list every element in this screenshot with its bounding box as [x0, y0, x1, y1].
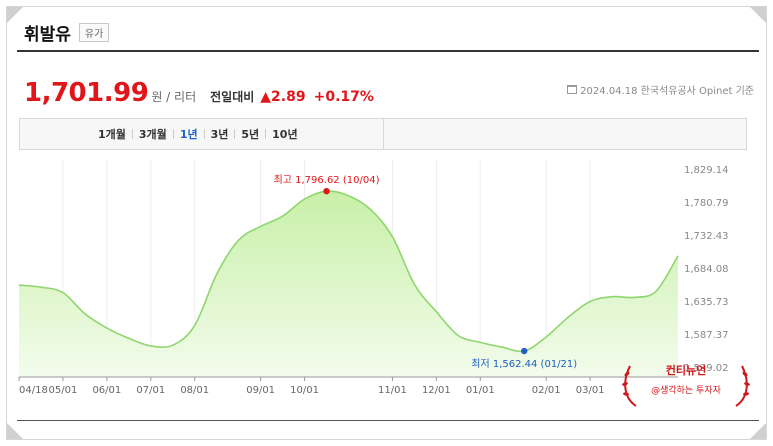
y-tick-label: 1,635.73	[684, 297, 729, 308]
x-axis-ticks: 04/18 05/01 06/01 07/01 08/01 09/01 10/01 11/01…	[18, 377, 605, 396]
x-tick-label: 12/01	[422, 385, 451, 396]
source-text: 2024.04.18 한국석유공사 Opinet 기준	[580, 86, 754, 97]
x-tick-label: 01/01	[466, 385, 495, 396]
data-source: 2024.04.18 한국석유공사 Opinet 기준	[567, 82, 754, 97]
tab-separator	[203, 129, 205, 139]
chart-annotations: 최고 1,796.62 (10/04) 최저 1,562.44 (01/21)	[274, 174, 578, 370]
y-tick-label: 1,539.02	[684, 363, 729, 374]
y-axis-ticks: 1,829.14 1,780.79 1,732.43 1,684.08 1,635.73…	[684, 165, 729, 374]
x-tick-label: 09/01	[246, 385, 275, 396]
tab-separator	[131, 129, 133, 139]
change-percent: +0.17%	[313, 89, 374, 105]
laurel-left-icon	[622, 365, 637, 407]
current-price: 1,701.99	[24, 78, 149, 108]
tab-separator	[172, 129, 174, 139]
tabbar-divider	[383, 119, 384, 149]
min-point	[521, 347, 528, 355]
price-unit: 원 / 리터	[151, 90, 197, 104]
tab-separator	[265, 129, 267, 139]
corner-decoration	[7, 7, 23, 23]
x-tick-label: 08/01	[180, 385, 209, 396]
y-tick-label: 1,684.08	[684, 264, 729, 275]
x-tick-label: 05/01	[49, 385, 78, 396]
bottom-divider	[17, 420, 759, 421]
page-title: 휘발유	[24, 25, 71, 45]
change-value: ▲2.89	[260, 89, 306, 105]
period-tab[interactable]: 1개월	[98, 128, 126, 141]
x-tick-label: 07/01	[136, 385, 165, 396]
x-tick-label: 02/01	[532, 385, 561, 396]
corner-decoration	[7, 423, 23, 439]
calendar-icon	[567, 85, 578, 94]
tab-separator	[234, 129, 236, 139]
x-tick-label: 04/18	[19, 385, 48, 396]
price-line	[18, 190, 679, 353]
price-area	[19, 191, 678, 377]
min-label: 최저 1,562.44 (01/21)	[471, 358, 577, 370]
period-tabbar: 1개월 3개월 1년 3년 5년 10년	[19, 118, 747, 150]
corner-decoration	[750, 423, 766, 439]
period-tab[interactable]: 3개월	[138, 128, 167, 141]
x-tick-label: 10/01	[290, 385, 319, 396]
laurel-right-icon	[735, 365, 750, 407]
max-label: 최고 1,796.62 (10/04)	[274, 174, 380, 186]
watermark: 컨티뉴언 @생각하는 투자자	[622, 358, 750, 414]
period-tabs: 1개월 3개월 1년 3년 5년 10년	[92, 126, 304, 142]
watermark-subtitle: @생각하는 투자자	[651, 386, 721, 396]
compare-label: 전일대비	[210, 90, 255, 104]
period-tab[interactable]: 5년	[241, 128, 260, 141]
y-tick-label: 1,829.14	[684, 165, 729, 176]
y-tick-label: 1,587.37	[684, 330, 729, 341]
y-tick-label: 1,732.43	[684, 231, 729, 242]
corner-decoration	[750, 7, 766, 23]
period-tab[interactable]: 10년	[272, 128, 298, 141]
x-tick-label: 06/01	[92, 385, 121, 396]
category-tag-button[interactable]: 유가	[78, 23, 110, 42]
period-tab[interactable]: 3년	[210, 128, 229, 141]
price-area-chart: 1,829.14 1,780.79 1,732.43 1,684.08 1,635.73…	[18, 160, 729, 396]
x-tick-label: 11/01	[378, 385, 407, 396]
y-tick-label: 1,780.79	[684, 198, 729, 209]
price-summary: 1,701.99 원 / 리터 전일대비 ▲2.89 +0.17% 2024.0…	[24, 78, 754, 108]
header-divider	[17, 50, 759, 52]
widget-header: 휘발유 유가	[24, 20, 110, 45]
x-tick-label: 03/01	[576, 385, 605, 396]
max-point	[323, 187, 330, 195]
period-tab[interactable]: 1년	[179, 128, 198, 141]
watermark-title: 컨티뉴언	[665, 364, 707, 377]
